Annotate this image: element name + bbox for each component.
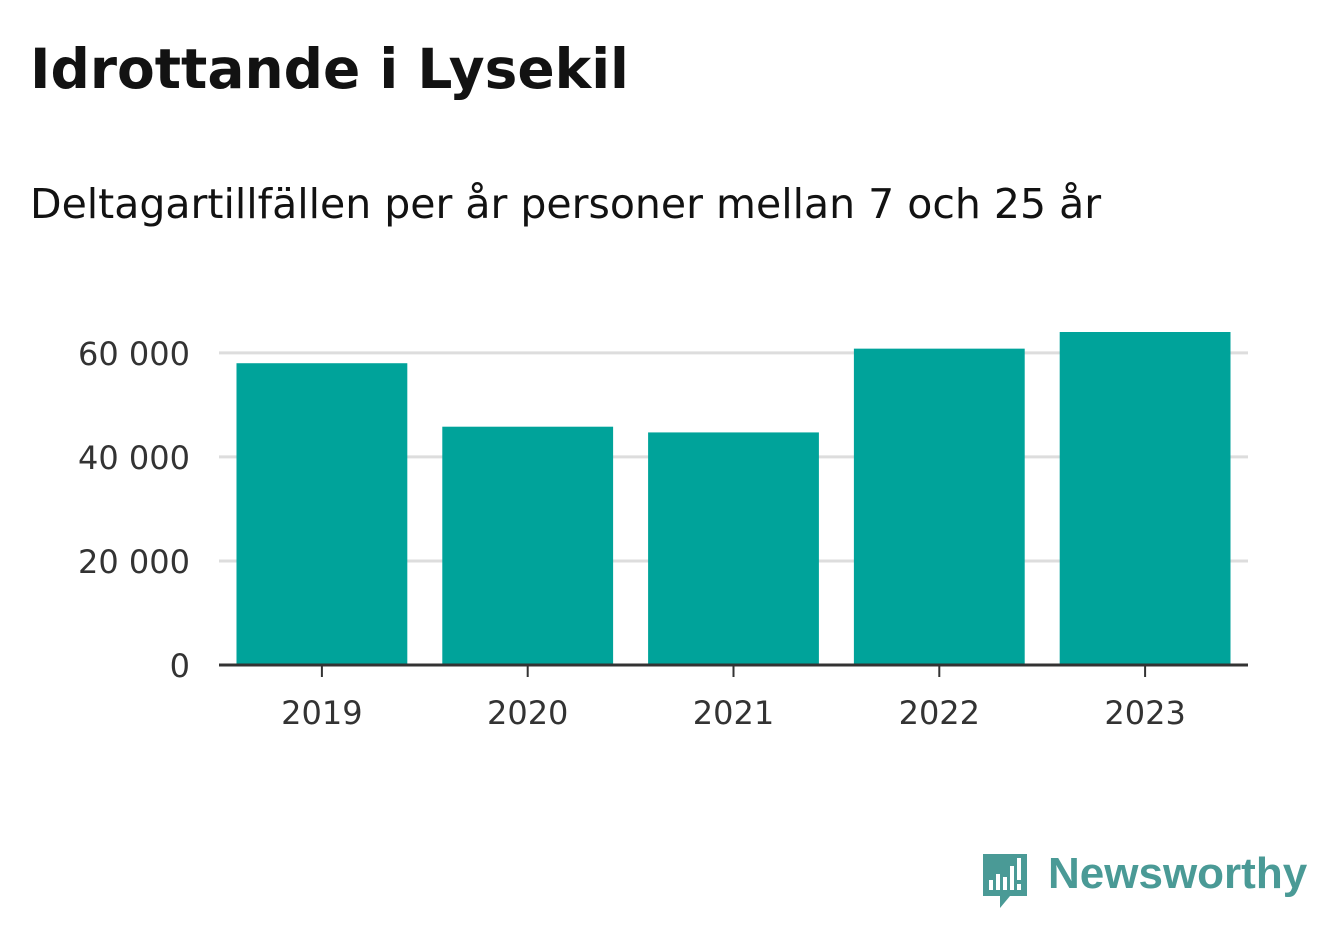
logo-text: Newsworthy bbox=[1048, 849, 1308, 898]
tick-labels: 0 20 000 40 000 60 000 2019 2020 2021 2022 2023 bbox=[78, 335, 1186, 732]
x-tick-label: 2021 bbox=[693, 694, 774, 732]
y-tick-label: 20 000 bbox=[78, 543, 190, 581]
chart-title: Idrottande i Lysekil bbox=[30, 37, 629, 101]
axes bbox=[219, 663, 1248, 677]
x-tick-label: 2022 bbox=[899, 694, 980, 732]
bar bbox=[648, 432, 819, 665]
newsworthy-chart-bubble-icon bbox=[983, 854, 1027, 908]
newsworthy-logo: Newsworthy bbox=[980, 848, 1307, 912]
x-tick-label: 2020 bbox=[487, 694, 568, 732]
y-tick-label: 60 000 bbox=[78, 335, 190, 373]
x-tick-label: 2023 bbox=[1104, 694, 1185, 732]
bar bbox=[853, 348, 1025, 665]
x-tick-label: 2019 bbox=[281, 694, 362, 732]
chart-subtitle: Deltagartillfällen per år personer mella… bbox=[30, 180, 1102, 228]
bar bbox=[236, 363, 408, 665]
y-tick-label: 0 bbox=[170, 647, 190, 685]
bars bbox=[236, 332, 1231, 665]
bar bbox=[442, 426, 614, 665]
bar bbox=[1059, 332, 1231, 665]
y-tick-label: 40 000 bbox=[78, 439, 190, 477]
bar-chart: 0 20 000 40 000 60 000 2019 2020 2021 2022 2023 bbox=[78, 332, 1248, 732]
